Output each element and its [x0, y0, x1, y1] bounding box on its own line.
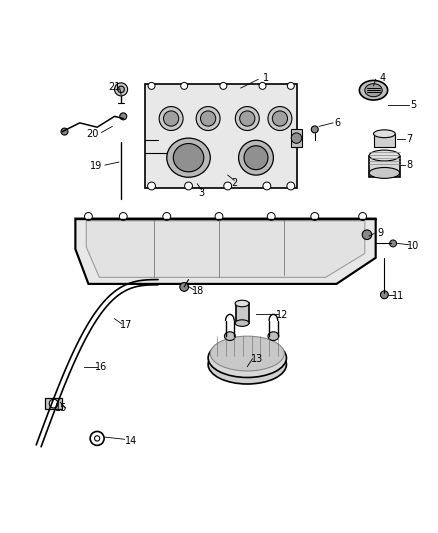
Polygon shape — [86, 221, 365, 277]
Ellipse shape — [235, 320, 249, 326]
Ellipse shape — [208, 345, 286, 384]
Text: 15: 15 — [55, 403, 67, 413]
Ellipse shape — [365, 84, 382, 97]
Circle shape — [220, 83, 227, 90]
Ellipse shape — [240, 111, 255, 126]
Ellipse shape — [196, 107, 220, 131]
Text: 6: 6 — [334, 118, 340, 128]
Bar — [374, 134, 395, 147]
Circle shape — [362, 230, 372, 239]
Bar — [369, 156, 399, 177]
Ellipse shape — [369, 167, 399, 179]
Ellipse shape — [208, 338, 286, 377]
Text: 17: 17 — [120, 320, 132, 330]
Ellipse shape — [167, 138, 210, 177]
Text: 5: 5 — [410, 100, 417, 110]
Text: 12: 12 — [276, 310, 288, 320]
Circle shape — [115, 83, 127, 96]
Bar — [236, 303, 249, 323]
Ellipse shape — [235, 300, 249, 307]
Circle shape — [291, 133, 302, 143]
Ellipse shape — [159, 107, 183, 131]
Circle shape — [119, 213, 127, 220]
Circle shape — [49, 399, 58, 408]
Text: 2: 2 — [231, 178, 237, 188]
Text: 3: 3 — [198, 188, 205, 198]
Ellipse shape — [359, 80, 388, 100]
Text: 4: 4 — [379, 72, 385, 83]
Circle shape — [263, 182, 271, 190]
Ellipse shape — [173, 143, 204, 172]
Text: 13: 13 — [251, 354, 263, 364]
Circle shape — [311, 126, 318, 133]
Circle shape — [359, 213, 367, 220]
Text: 1: 1 — [262, 72, 268, 83]
Text: 8: 8 — [406, 160, 413, 169]
Circle shape — [311, 213, 319, 220]
Ellipse shape — [244, 146, 268, 169]
Circle shape — [215, 213, 223, 220]
Circle shape — [148, 83, 155, 90]
Text: 14: 14 — [125, 435, 137, 446]
Ellipse shape — [118, 86, 124, 93]
Text: 20: 20 — [87, 129, 99, 139]
Circle shape — [390, 240, 396, 247]
Circle shape — [148, 182, 155, 190]
Text: 9: 9 — [378, 229, 384, 238]
Circle shape — [163, 213, 171, 220]
Ellipse shape — [272, 111, 288, 126]
Polygon shape — [145, 84, 297, 188]
Text: 10: 10 — [407, 241, 420, 251]
Circle shape — [120, 113, 127, 120]
Ellipse shape — [374, 130, 395, 138]
Circle shape — [61, 128, 68, 135]
Ellipse shape — [163, 111, 179, 126]
Circle shape — [381, 291, 389, 298]
Ellipse shape — [268, 107, 292, 131]
Polygon shape — [75, 219, 376, 284]
Bar — [45, 398, 62, 409]
Circle shape — [181, 83, 187, 90]
Ellipse shape — [235, 107, 259, 131]
Bar — [291, 130, 302, 147]
Text: 7: 7 — [406, 134, 413, 144]
Ellipse shape — [239, 140, 273, 175]
Circle shape — [287, 83, 294, 90]
Ellipse shape — [369, 150, 399, 161]
Circle shape — [85, 213, 92, 220]
Ellipse shape — [201, 111, 216, 126]
Ellipse shape — [210, 336, 284, 371]
Circle shape — [287, 182, 295, 190]
Ellipse shape — [224, 332, 235, 341]
Circle shape — [267, 213, 275, 220]
Text: 11: 11 — [392, 291, 404, 301]
Circle shape — [185, 182, 192, 190]
Text: 18: 18 — [192, 286, 205, 296]
Circle shape — [95, 436, 100, 441]
Circle shape — [180, 282, 188, 292]
Ellipse shape — [268, 332, 279, 341]
Circle shape — [224, 182, 232, 190]
Text: 21: 21 — [108, 82, 121, 92]
Text: 19: 19 — [90, 161, 102, 172]
Text: 16: 16 — [95, 362, 108, 373]
Circle shape — [259, 83, 266, 90]
